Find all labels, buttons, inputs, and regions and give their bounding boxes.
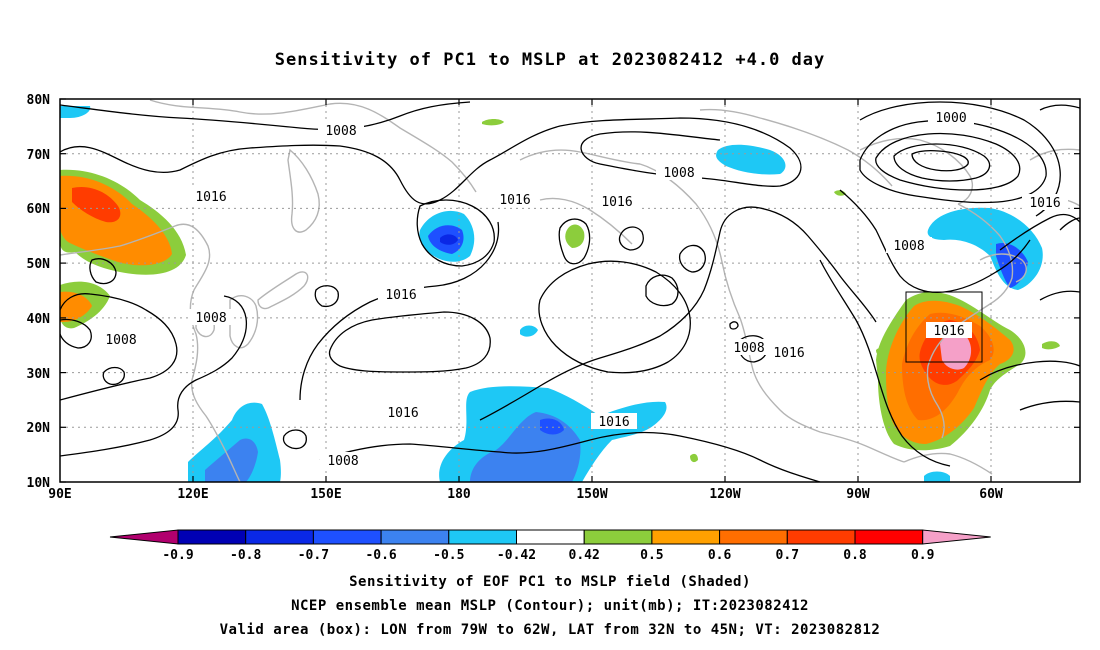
colorbar-tick-label: -0.7 [298,548,329,563]
lat-label: 10N [27,476,51,491]
colorbar-segment [651,529,721,545]
contour-label: 1016 [387,406,418,421]
colorbar-segment [245,529,314,545]
colorbar: -0.9 -0.8 -0.7 -0.6 -0.5 -0.42 0.42 0.5 0.6 0.7 0.… [109,529,991,563]
colorbar-tick-label: 0.7 [776,548,799,563]
sensitivity-shading [60,106,1060,482]
lat-label: 70N [27,148,51,163]
shade-positive-west-red [72,186,121,223]
contour-label: 1008 [325,124,356,139]
colorbar-tick-label: -0.5 [433,548,464,563]
colorbar-max-arrow [922,529,991,545]
shade-blue-small-atl [924,471,950,482]
colorbar-segment [719,529,788,545]
colorbar-segment [312,529,382,545]
lat-label: 80N [27,93,51,108]
contour-label: 1016 [195,190,226,205]
colorbar-segment [516,529,585,545]
footer-line-1: Sensitivity of EOF PC1 to MSLP field (Sh… [349,574,751,590]
contour-labels: 1008 1000 1008 1016 1016 1016 1008 1016 … [98,109,1068,469]
contour-label: 1008 [327,454,358,469]
lon-label: 150E [310,487,341,502]
lon-label: 150W [576,487,607,502]
chart-title: Sensitivity of PC1 to MSLP at 2023082412… [274,50,826,70]
contour-label: 1016 [773,346,804,361]
contour-label: 1008 [893,239,924,254]
contour-label: 1008 [733,341,764,356]
lat-label: 30N [27,367,51,382]
mslp-contours [60,101,1080,482]
contour-label: 1008 [195,311,226,326]
shade-blue-topleft [60,106,91,118]
lon-label: 90W [846,487,870,502]
lon-label: 120W [709,487,740,502]
axis-ticks [60,98,1080,483]
colorbar-segment [380,529,450,545]
shade-negative-120E-inner [205,438,258,482]
contour-label: 1000 [935,111,966,126]
shade-green-spot-4 [876,347,886,357]
contour-label: 1016 [499,193,530,208]
colorbar-tick-label: 0.9 [911,548,934,563]
shade-negative-120E [188,402,281,482]
shade-negative-small-1 [520,325,538,337]
map-panel: 1008 1000 1008 1016 1016 1016 1008 1016 … [60,99,1080,482]
map-frame [59,98,1081,483]
colorbar-segment [786,529,856,545]
shade-pink-atlantic [940,333,972,370]
colorbar-tick-label: -0.42 [497,548,536,563]
colorbar-tick-label: 0.8 [843,548,867,563]
lon-label: 90E [48,487,71,502]
colorbar-tick-label: 0.6 [708,548,732,563]
lat-label: 20N [27,421,51,436]
lat-label: 40N [27,312,51,327]
contour-label: 1008 [663,166,694,181]
colorbar-tick-label: -0.9 [162,548,193,563]
colorbar-segment [583,529,653,545]
contour-label: 1016 [1029,196,1060,211]
colorbar-segment [854,529,924,545]
colorbar-min-arrow [109,529,179,545]
footer-line-3: Valid area (box): LON from 79W to 62W, L… [219,622,881,638]
lat-label: 50N [27,257,51,272]
lat-label: 60N [27,202,51,217]
shade-green-spot-3 [1042,341,1060,350]
shade-negative-central-pacific-dark [540,418,564,435]
lon-label: 180 [447,487,471,502]
colorbar-tick-label: 0.42 [569,548,600,563]
lon-label: 60W [979,487,1003,502]
shade-green-spot-5 [834,190,846,196]
colorbar-tick-label: -0.6 [365,548,396,563]
shade-green-spot-1 [565,224,585,248]
contour-label: 1016 [598,415,629,430]
colorbar-tick-label: -0.8 [230,548,261,563]
shade-negative-north-pacific [716,144,786,175]
footer-line-2: NCEP ensemble mean MSLP (Contour); unit(… [291,598,809,614]
contour-label: 1008 [105,333,136,348]
colorbar-segment [448,529,517,545]
contour-label: 1016 [385,288,416,303]
longitude-labels: 90E 120E 150E 180 150W 120W 90W 60W [48,487,1003,502]
colorbar-tick-label: 0.5 [640,548,663,563]
contour-label: 1016 [933,324,964,339]
contour-label: 1016 [601,195,632,210]
latitude-labels: 80N 70N 60N 50N 40N 30N 20N 10N [27,93,51,491]
shade-green-spot-6 [690,453,698,463]
shade-green-spot-2 [482,119,504,126]
shade-negative-180-core [440,234,458,245]
lon-label: 120E [177,487,208,502]
colorbar-segment [177,529,247,545]
